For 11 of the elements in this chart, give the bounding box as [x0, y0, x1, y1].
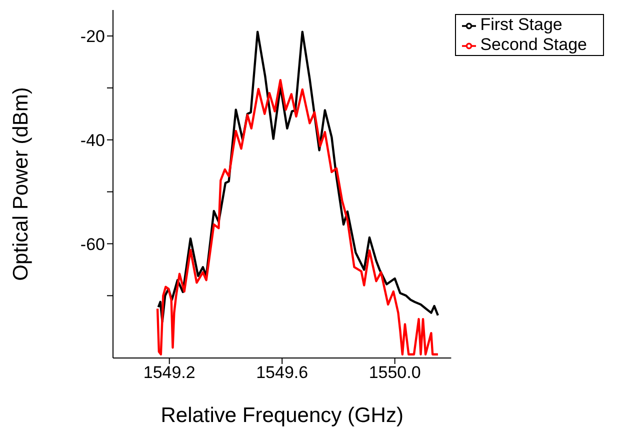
y-tick-label: -40: [80, 130, 105, 150]
x-axis-title: Relative Frequency (GHz): [160, 404, 404, 427]
x-tick-label: 1549.2: [143, 363, 196, 382]
x-tick-label: 1549.6: [256, 363, 308, 382]
line-series: [156, 79, 440, 356]
y-tick-label: -20: [80, 27, 105, 46]
x-tick-label: 1550.0: [368, 363, 421, 382]
y-axis-title: Optical Power (dBm): [9, 87, 32, 281]
legend-label: Second Stage: [480, 35, 587, 54]
y-tick-label: -60: [80, 234, 105, 254]
legend-label: First Stage: [480, 15, 562, 34]
